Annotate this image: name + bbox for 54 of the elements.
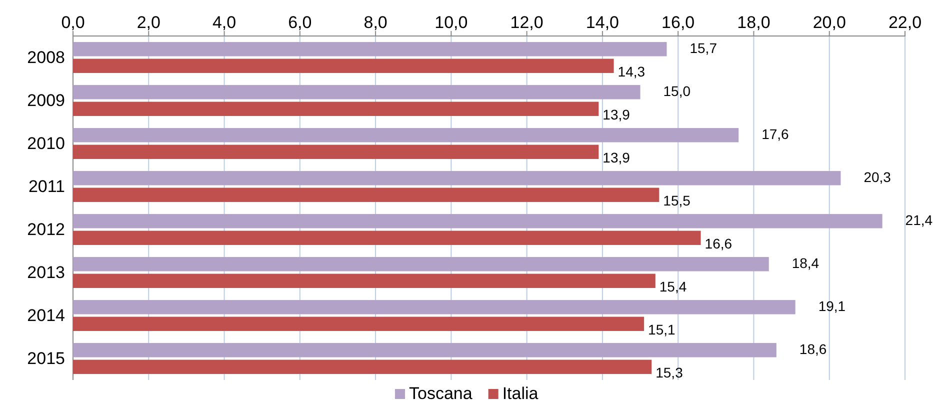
y-tick-label: 2009 xyxy=(27,90,65,110)
bar xyxy=(73,300,796,314)
x-tick-label: 10,0 xyxy=(434,13,468,32)
x-tick-label: 0,0 xyxy=(61,13,85,32)
data-label: 16,6 xyxy=(704,236,732,252)
x-tick-label: 2,0 xyxy=(136,13,160,32)
x-tick-label: 4,0 xyxy=(212,13,236,32)
bar xyxy=(73,316,644,331)
data-label: 20,3 xyxy=(864,168,892,185)
data-label: 15,1 xyxy=(648,322,676,338)
data-label: 18,4 xyxy=(792,254,820,271)
x-tick-label: 22,0 xyxy=(888,13,922,32)
bar xyxy=(73,343,776,358)
bar xyxy=(73,230,701,245)
legend-label: Toscana xyxy=(409,384,473,403)
y-tick-label: 2015 xyxy=(27,348,65,368)
y-tick-label: 2012 xyxy=(27,220,65,239)
bar xyxy=(73,171,841,186)
data-label: 15,5 xyxy=(663,192,691,209)
bar xyxy=(73,257,769,272)
data-label: 14,3 xyxy=(618,64,646,80)
data-label: 19,1 xyxy=(818,298,846,314)
x-tick-label: 12,0 xyxy=(510,13,544,32)
y-tick-label: 2010 xyxy=(27,134,65,153)
y-tick-label: 2014 xyxy=(27,306,65,325)
legend-label: Italia xyxy=(502,384,539,403)
y-tick-label: 2013 xyxy=(27,262,65,282)
bar xyxy=(73,144,599,159)
bar xyxy=(73,102,599,116)
x-tick-label: 16,0 xyxy=(662,13,695,32)
x-tick-label: 20,0 xyxy=(812,13,846,32)
x-tick-label: 8,0 xyxy=(364,13,388,32)
data-label: 13,9 xyxy=(602,150,630,166)
data-label: 21,4 xyxy=(905,212,933,228)
y-tick-label: 2008 xyxy=(27,48,65,67)
bar xyxy=(73,188,660,202)
bar xyxy=(73,128,739,142)
data-label: 15,3 xyxy=(656,364,684,381)
bar xyxy=(73,58,614,73)
bar xyxy=(73,360,652,374)
data-label: 15,0 xyxy=(663,82,691,99)
bar xyxy=(73,85,640,100)
data-label: 15,7 xyxy=(690,40,718,56)
bar xyxy=(73,214,882,228)
x-tick-label: 18,0 xyxy=(737,13,770,32)
x-tick-label: 14,0 xyxy=(586,13,619,32)
data-label: 15,4 xyxy=(659,278,687,295)
data-label: 18,6 xyxy=(799,340,827,357)
y-tick-label: 2011 xyxy=(28,176,65,196)
bar xyxy=(73,274,656,288)
data-label: 13,9 xyxy=(602,106,630,123)
x-tick-label: 6,0 xyxy=(288,13,312,32)
bar xyxy=(73,42,667,56)
data-label: 17,6 xyxy=(762,126,790,142)
